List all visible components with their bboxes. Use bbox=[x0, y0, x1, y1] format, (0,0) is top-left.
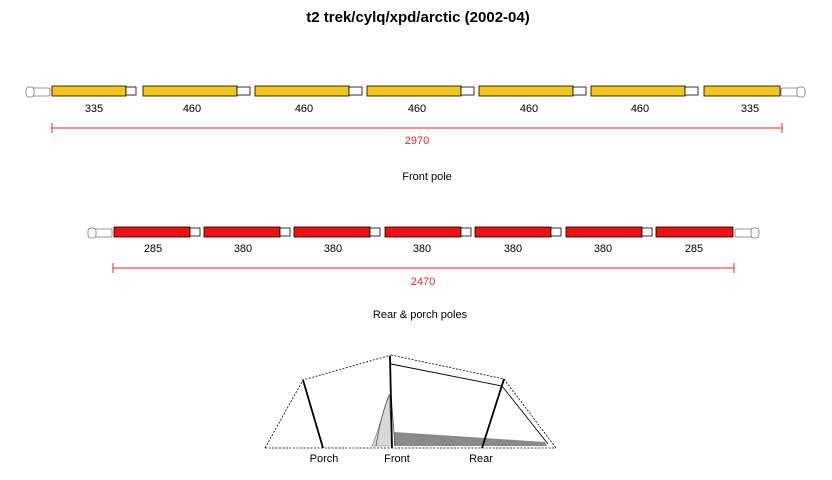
front-pole-segment-length: 460 bbox=[295, 103, 313, 115]
front-pole-segment: 460 bbox=[142, 85, 251, 115]
porch-fly-outline bbox=[264, 354, 392, 449]
rear-pole-segment: 285 bbox=[655, 226, 734, 255]
rear-pole-segment: 380 bbox=[384, 226, 472, 255]
rear-pole-total-length: 2470 bbox=[411, 276, 435, 288]
front-pole-segment-length: 335 bbox=[741, 103, 759, 115]
rear-pole-segment-length: 380 bbox=[234, 243, 252, 255]
inner-tent-outline bbox=[390, 363, 549, 445]
rear-pole-left-tip bbox=[87, 227, 113, 239]
rear-porch-caption: Rear & porch poles bbox=[373, 309, 468, 321]
rear-pole-line bbox=[481, 378, 505, 449]
front-pole-segment: 460 bbox=[590, 85, 699, 115]
groundsheet bbox=[394, 432, 547, 446]
rear-pole-segment: 285 bbox=[113, 226, 201, 255]
front-pole-left-tip bbox=[25, 86, 51, 98]
rear-pole-segment-length: 380 bbox=[594, 243, 612, 255]
front-label: Front bbox=[384, 453, 410, 465]
front-pole-segment: 460 bbox=[254, 85, 363, 115]
front-pole-segment-length: 335 bbox=[85, 103, 103, 115]
diagram-title: t2 trek/cylq/xpd/arctic (2002-04) bbox=[306, 9, 529, 26]
front-pole-line bbox=[389, 355, 393, 449]
rear-pole-segment-length: 285 bbox=[144, 243, 162, 255]
rear-pole-segment: 380 bbox=[203, 226, 291, 255]
porch-label: Porch bbox=[310, 453, 339, 465]
door-panel bbox=[371, 393, 393, 447]
rear-pole-dimension: 2470 bbox=[112, 263, 735, 288]
front-pole-segment: 335 bbox=[51, 85, 137, 115]
front-pole-segment-length: 460 bbox=[183, 103, 201, 115]
front-pole-segment-length: 460 bbox=[408, 103, 426, 115]
tent-side-view: Porch Front Rear bbox=[264, 354, 557, 465]
front-pole-right-tip bbox=[780, 86, 806, 98]
rear-pole-segment: 380 bbox=[293, 226, 381, 255]
rear-porch-pole: 285 380 380 380 380 380 285 bbox=[87, 226, 760, 321]
front-pole-total-length: 2970 bbox=[405, 135, 429, 147]
front-pole-caption: Front pole bbox=[402, 171, 452, 183]
rear-pole-right-tip bbox=[734, 227, 760, 239]
front-pole: 335 460 460 460 460 460 335 bbox=[25, 85, 806, 183]
front-pole-segment: 335 bbox=[703, 85, 781, 115]
front-pole-segment: 460 bbox=[478, 85, 587, 115]
front-pole-segment-length: 460 bbox=[520, 103, 538, 115]
rear-pole-segment-length: 285 bbox=[685, 243, 703, 255]
rear-pole-segment: 380 bbox=[565, 226, 653, 255]
front-pole-dimension: 2970 bbox=[51, 123, 783, 147]
front-pole-segment-length: 460 bbox=[631, 103, 649, 115]
front-pole-segment: 460 bbox=[366, 85, 475, 115]
rear-pole-segment: 380 bbox=[474, 226, 562, 255]
rear-pole-segment-length: 380 bbox=[504, 243, 522, 255]
rear-pole-segment-length: 380 bbox=[413, 243, 431, 255]
rear-label: Rear bbox=[469, 453, 493, 465]
rear-pole-segment-length: 380 bbox=[324, 243, 342, 255]
porch-pole-line bbox=[302, 379, 324, 449]
